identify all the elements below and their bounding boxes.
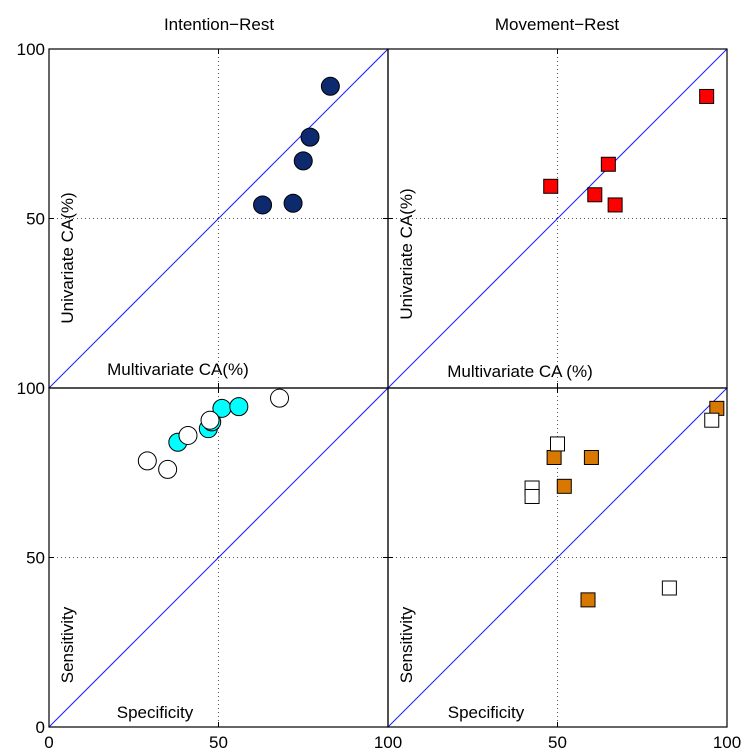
scatter-point [253, 195, 273, 215]
y-tick-label: 100 [17, 379, 45, 398]
scatter-point [607, 197, 623, 213]
scatter-point [699, 88, 715, 104]
y-axis-label: Sensitivity [58, 606, 77, 683]
scatter-point [583, 449, 599, 465]
x-axis-label: Multivariate CA (%) [447, 362, 592, 381]
x-axis-label: Specificity [117, 703, 194, 722]
scatter-point [270, 388, 290, 408]
y-tick-label: 50 [26, 210, 45, 229]
y-tick-label: 100 [17, 40, 45, 59]
x-tick-label: 100 [374, 733, 402, 752]
scatter-point [320, 76, 340, 96]
x-tick-label: 0 [44, 733, 53, 752]
panel-movement-rest: Movement−Rest Multivariate CA (%) Univar… [387, 15, 728, 389]
y-axis-label: Sensitivity [397, 606, 416, 683]
scatter-point [587, 187, 603, 203]
scatter-point [178, 425, 198, 445]
axes-frame [387, 387, 728, 728]
scatter-point [283, 193, 303, 213]
identity-line [48, 48, 389, 389]
scatter-point [580, 592, 596, 608]
scatter-point [229, 397, 249, 417]
x-axis-label: Specificity [448, 703, 525, 722]
scatter-point [524, 488, 540, 504]
scatter-point [550, 436, 565, 452]
x-tick-label: 50 [548, 733, 567, 752]
scatter-point [661, 580, 677, 596]
y-tick-label: 0 [36, 718, 45, 737]
scatter-point [137, 451, 157, 471]
y-axis-label: Univariate CA(%) [58, 192, 77, 323]
scatter-point [200, 410, 220, 430]
scatter-point [158, 459, 178, 479]
scatter-point [300, 127, 320, 147]
identity-line [387, 387, 728, 728]
identity-line [387, 48, 728, 389]
panel-bottom-left: 0 50 100 0 50 100 Specificity Sensitivity [17, 379, 403, 752]
panel-title: Movement−Rest [495, 15, 620, 34]
identity-line [48, 387, 389, 728]
scatter-point [293, 151, 313, 171]
y-tick-label: 50 [26, 549, 45, 568]
panel-bottom-right: 50 100 Specificity Sensitivity [387, 387, 741, 752]
y-axis-label: Univariate CA(%) [397, 188, 416, 319]
scatter-point [704, 412, 720, 428]
x-tick-label: 100 [713, 733, 741, 752]
panel-title: Intention−Rest [164, 15, 274, 34]
scatter-point [543, 178, 559, 194]
scatter-point [600, 156, 616, 172]
scatter-point [546, 449, 562, 465]
x-axis-label: Multivariate CA(%) [107, 360, 249, 379]
x-tick-label: 50 [209, 733, 228, 752]
scatter-point [556, 478, 572, 494]
